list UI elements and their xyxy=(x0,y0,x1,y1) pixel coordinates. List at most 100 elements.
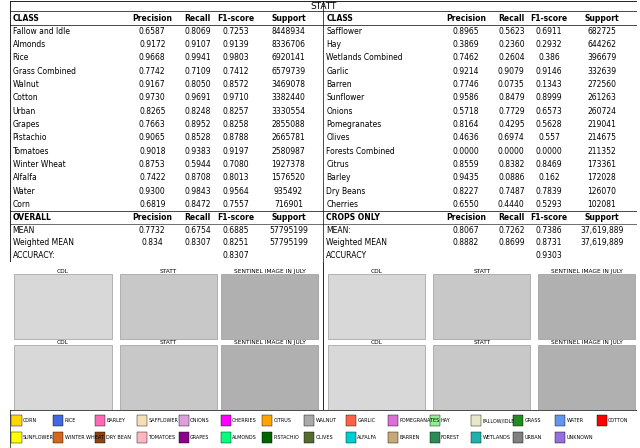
Bar xyxy=(179,415,189,426)
Text: Walnut: Walnut xyxy=(13,80,40,89)
Text: URBAN: URBAN xyxy=(525,435,542,440)
Bar xyxy=(221,345,319,410)
Text: 0.4295: 0.4295 xyxy=(498,120,525,129)
Text: 211352: 211352 xyxy=(588,146,616,156)
Text: 0.0000: 0.0000 xyxy=(452,146,479,156)
Text: GRASS: GRASS xyxy=(525,418,541,423)
Text: 0.8708: 0.8708 xyxy=(184,173,211,182)
Bar xyxy=(513,432,524,443)
Text: Forests Combined: Forests Combined xyxy=(326,146,395,156)
Text: ONIONS: ONIONS xyxy=(190,418,210,423)
Text: BARREN: BARREN xyxy=(399,435,419,440)
Text: CLASS: CLASS xyxy=(326,13,353,22)
Text: 0.9139: 0.9139 xyxy=(222,40,249,49)
Text: 0.8265: 0.8265 xyxy=(139,107,166,116)
Text: 37,619,889: 37,619,889 xyxy=(580,238,623,247)
Text: Urban: Urban xyxy=(13,107,36,116)
Text: Pomegranates: Pomegranates xyxy=(326,120,381,129)
Bar xyxy=(472,432,481,443)
Text: Almonds: Almonds xyxy=(13,40,46,49)
Bar xyxy=(95,415,105,426)
Text: Precision: Precision xyxy=(446,213,486,222)
Text: 0.2604: 0.2604 xyxy=(498,53,525,62)
Text: 0.9843: 0.9843 xyxy=(184,187,211,196)
Text: CLASS: CLASS xyxy=(13,13,40,22)
Text: 0.0000: 0.0000 xyxy=(536,146,563,156)
Text: 172028: 172028 xyxy=(588,173,616,182)
Text: 0.8251: 0.8251 xyxy=(222,238,248,247)
Text: 0.7487: 0.7487 xyxy=(498,187,525,196)
Text: CORN: CORN xyxy=(23,418,37,423)
Text: 332639: 332639 xyxy=(588,67,616,76)
Text: Barley: Barley xyxy=(326,173,351,182)
Text: 0.8248: 0.8248 xyxy=(184,107,211,116)
Bar xyxy=(346,432,356,443)
Text: 272560: 272560 xyxy=(588,80,616,89)
Text: 0.5718: 0.5718 xyxy=(452,107,479,116)
Text: CDL: CDL xyxy=(57,269,69,275)
Text: Barren: Barren xyxy=(326,80,352,89)
Text: GARLIC: GARLIC xyxy=(357,418,376,423)
Text: Recall: Recall xyxy=(184,213,211,222)
Text: Precision: Precision xyxy=(132,13,172,22)
Text: STATT: STATT xyxy=(310,2,337,11)
Bar xyxy=(472,415,481,426)
Bar xyxy=(433,274,531,339)
Text: 396679: 396679 xyxy=(588,53,616,62)
Text: Cotton: Cotton xyxy=(13,94,38,103)
Bar xyxy=(120,345,217,410)
Text: 8336706: 8336706 xyxy=(271,40,305,49)
Text: 1576520: 1576520 xyxy=(271,173,305,182)
Text: 37,619,889: 37,619,889 xyxy=(580,226,623,235)
Bar xyxy=(179,432,189,443)
Bar xyxy=(137,415,147,426)
Bar xyxy=(513,415,524,426)
Text: STATT: STATT xyxy=(160,340,177,345)
Bar xyxy=(538,345,636,410)
Text: STATT: STATT xyxy=(474,340,490,345)
Text: ACCURACY:: ACCURACY: xyxy=(13,251,56,260)
Text: ACCURACY: ACCURACY xyxy=(326,251,367,260)
Text: 0.0000: 0.0000 xyxy=(498,146,525,156)
Text: 0.9300: 0.9300 xyxy=(139,187,166,196)
Text: 3469078: 3469078 xyxy=(271,80,305,89)
Bar xyxy=(328,274,425,339)
Text: Wetlands Combined: Wetlands Combined xyxy=(326,53,403,62)
Text: 0.5628: 0.5628 xyxy=(536,120,563,129)
Text: CITRUS: CITRUS xyxy=(274,418,292,423)
Bar xyxy=(304,415,314,426)
Bar xyxy=(14,345,111,410)
Text: ALFALFA: ALFALFA xyxy=(357,435,378,440)
Text: ALMONDS: ALMONDS xyxy=(232,435,257,440)
Text: Winter Wheat: Winter Wheat xyxy=(13,160,65,169)
Bar xyxy=(53,432,63,443)
Bar xyxy=(221,432,230,443)
Text: MEAN:: MEAN: xyxy=(326,226,351,235)
Bar xyxy=(262,432,273,443)
Text: F1-score: F1-score xyxy=(217,213,254,222)
Text: 0.5293: 0.5293 xyxy=(536,200,563,209)
Text: Hay: Hay xyxy=(326,40,341,49)
Text: 214675: 214675 xyxy=(588,134,616,142)
Bar xyxy=(53,415,63,426)
Text: 0.7729: 0.7729 xyxy=(498,107,525,116)
Bar xyxy=(137,432,147,443)
Bar xyxy=(221,415,230,426)
Text: 0.8067: 0.8067 xyxy=(452,226,479,235)
Text: 0.8050: 0.8050 xyxy=(184,80,211,89)
Bar xyxy=(346,415,356,426)
Text: 219041: 219041 xyxy=(588,120,616,129)
Text: RICE: RICE xyxy=(65,418,76,423)
Text: GRAPES: GRAPES xyxy=(190,435,209,440)
Text: 0.9691: 0.9691 xyxy=(184,94,211,103)
Text: 0.6885: 0.6885 xyxy=(222,226,249,235)
Text: UNKNOWN: UNKNOWN xyxy=(566,435,593,440)
Text: 0.9941: 0.9941 xyxy=(184,53,211,62)
Text: F1-score: F1-score xyxy=(531,13,568,22)
Text: 0.9383: 0.9383 xyxy=(184,146,211,156)
Text: CDL: CDL xyxy=(57,340,69,345)
Text: Weighted MEAN: Weighted MEAN xyxy=(326,238,387,247)
Text: Recall: Recall xyxy=(184,13,211,22)
Text: 0.8965: 0.8965 xyxy=(452,27,479,36)
Bar xyxy=(262,415,273,426)
